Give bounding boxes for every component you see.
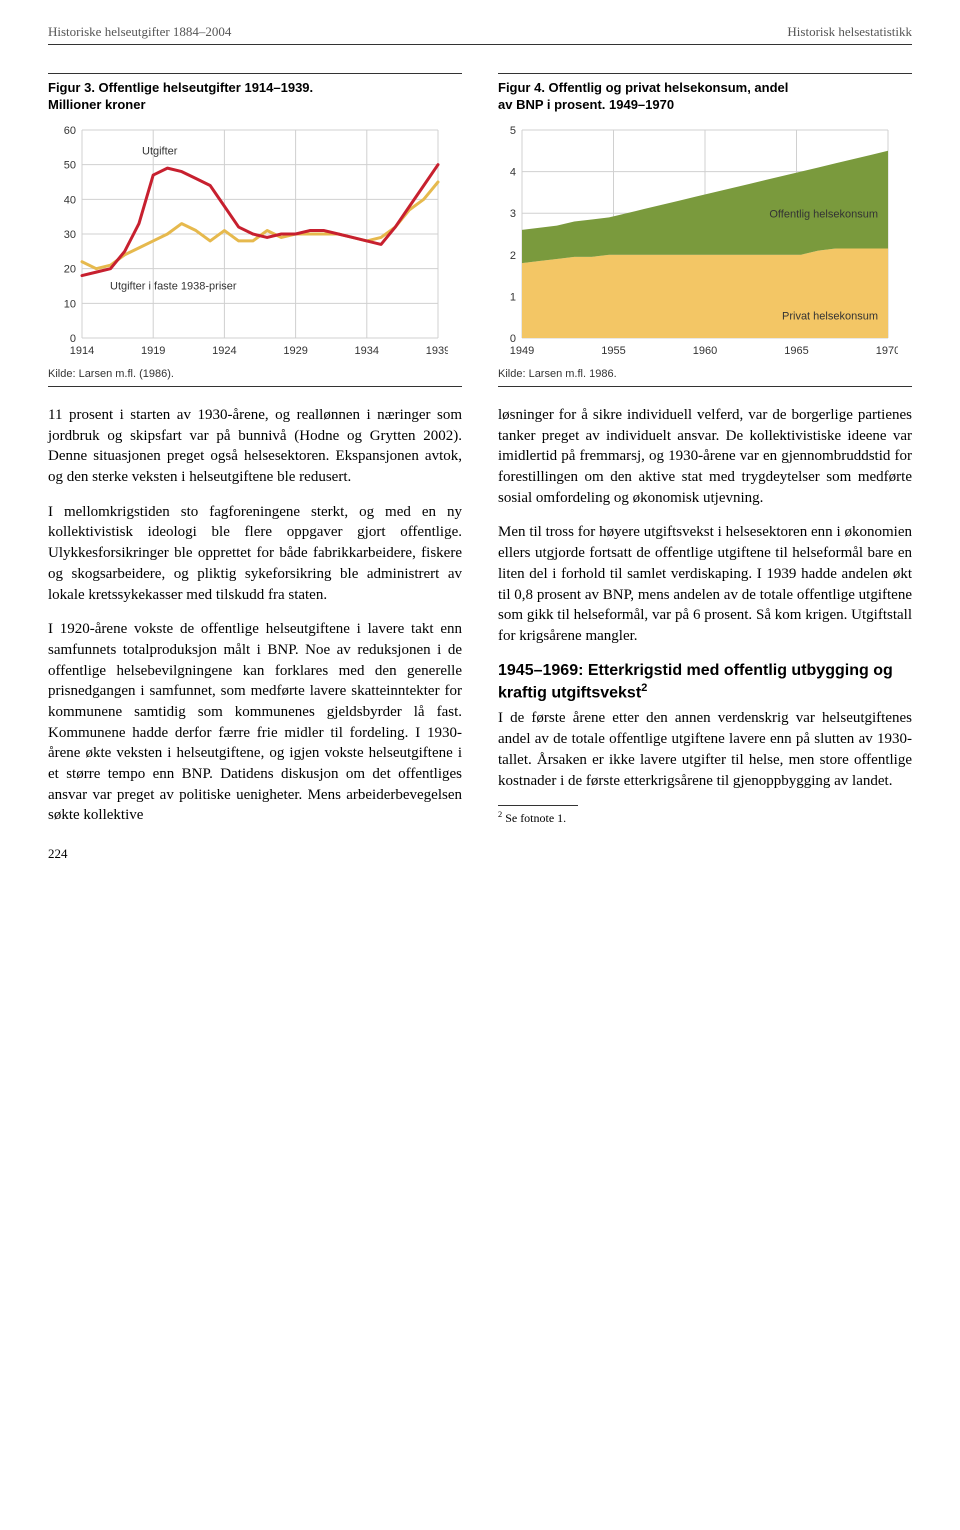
figure4-chart: 0 1 2 3 4 5 1949 1955 1960 1965 1970 Offentlig hels… [498, 122, 912, 387]
right-column: Figur 4. Offentlig og privat helsekonsum… [498, 73, 912, 862]
svg-text:0: 0 [70, 333, 76, 345]
figure4-svg: 0 1 2 3 4 5 1949 1955 1960 1965 1970 Offentlig hels… [498, 122, 898, 362]
right-p1: løsninger for å sikre individuell velfer… [498, 405, 912, 508]
figure3-source: Kilde: Larsen m.fl. (1986). [48, 368, 462, 380]
two-column-layout: Figur 3. Offentlige helseutgifter 1914–1… [48, 73, 912, 862]
figure3-title: Figur 3. Offentlige helseutgifter 1914–1… [48, 73, 462, 95]
svg-text:4: 4 [510, 167, 516, 179]
svg-text:50: 50 [64, 160, 76, 172]
left-p3: I 1920-årene vokste de offentlige helseu… [48, 619, 462, 826]
figure4-title: Figur 4. Offentlig og privat helsekonsum… [498, 73, 912, 95]
svg-text:1955: 1955 [601, 345, 625, 357]
right-body-text: løsninger for å sikre individuell velfer… [498, 405, 912, 826]
figure3-svg: 0 10 20 30 40 50 60 1914 1919 1924 1929 1934 1939 Utg… [48, 122, 448, 362]
svg-text:1970: 1970 [876, 345, 898, 357]
footnote-text: Se fotnote 1. [505, 811, 566, 825]
svg-text:Utgifter i faste 1938-priser: Utgifter i faste 1938-priser [110, 280, 237, 292]
svg-text:3: 3 [510, 208, 516, 220]
section-heading: 1945–1969: Etterkrigstid med offentlig u… [498, 661, 912, 705]
svg-text:1949: 1949 [510, 345, 534, 357]
left-p1: 11 prosent i starten av 1930-årene, og r… [48, 405, 462, 488]
header-left: Historiske helseutgifter 1884–2004 [48, 24, 231, 40]
svg-text:1919: 1919 [141, 345, 165, 357]
svg-text:1965: 1965 [784, 345, 808, 357]
left-p2: I mellomkrigstiden sto fagforeningene st… [48, 502, 462, 605]
svg-text:Privat helsekonsum: Privat helsekonsum [782, 310, 878, 322]
svg-text:1924: 1924 [212, 345, 236, 357]
figure4-subtitle: av BNP i prosent. 1949–1970 [498, 97, 912, 112]
left-body-text: 11 prosent i starten av 1930-årene, og r… [48, 405, 462, 826]
svg-text:Offentlig helsekonsum: Offentlig helsekonsum [769, 208, 878, 220]
left-column: Figur 3. Offentlige helseutgifter 1914–1… [48, 73, 462, 862]
figure4-source: Kilde: Larsen m.fl. 1986. [498, 368, 912, 380]
svg-text:Utgifter: Utgifter [142, 145, 178, 157]
svg-text:10: 10 [64, 298, 76, 310]
footnote-num: 2 [498, 810, 502, 819]
page-header: Historiske helseutgifter 1884–2004 Histo… [48, 24, 912, 45]
svg-text:1929: 1929 [283, 345, 307, 357]
svg-text:1960: 1960 [693, 345, 717, 357]
svg-text:30: 30 [64, 229, 76, 241]
svg-text:2: 2 [510, 250, 516, 262]
svg-text:1: 1 [510, 291, 516, 303]
heading-sup: 2 [641, 682, 647, 694]
svg-text:40: 40 [64, 194, 76, 206]
svg-text:1934: 1934 [355, 345, 379, 357]
svg-text:20: 20 [64, 264, 76, 276]
heading-text: 1945–1969: Etterkrigstid med offentlig u… [498, 662, 893, 702]
page-number: 224 [48, 846, 462, 862]
footnote-rule [498, 805, 578, 806]
svg-text:1914: 1914 [70, 345, 94, 357]
figure3-chart: 0 10 20 30 40 50 60 1914 1919 1924 1929 1934 1939 Utg… [48, 122, 462, 387]
header-right: Historisk helsestatistikk [787, 24, 912, 40]
footnote: 2 Se fotnote 1. [498, 810, 912, 826]
right-p2: Men til tross for høyere utgiftsvekst i … [498, 522, 912, 646]
svg-text:1939: 1939 [426, 345, 448, 357]
svg-text:5: 5 [510, 125, 516, 137]
figure3-subtitle: Millioner kroner [48, 97, 462, 112]
right-p3: I de første årene etter den annen verden… [498, 708, 912, 791]
svg-text:0: 0 [510, 333, 516, 345]
svg-text:60: 60 [64, 125, 76, 137]
